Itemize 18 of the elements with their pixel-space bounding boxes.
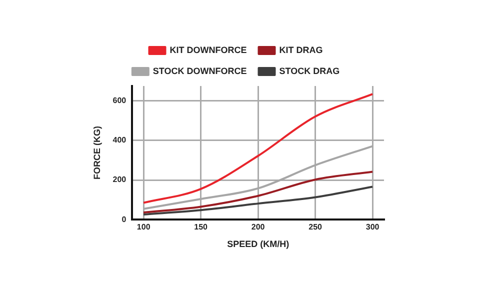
y-tick-label: 200 bbox=[112, 175, 127, 184]
y-tick-label: 400 bbox=[112, 136, 127, 145]
y-tick-label: 600 bbox=[112, 96, 127, 106]
legend-label: KIT DOWNFORCE bbox=[170, 44, 247, 55]
x-tick-label: 250 bbox=[308, 222, 323, 232]
y-tick-label: 0 bbox=[122, 214, 127, 224]
line-series bbox=[142, 186, 374, 216]
legend-label: STOCK DRAG bbox=[279, 66, 340, 76]
x-axis-title: SPEED (KM/H) bbox=[227, 239, 290, 250]
legend-label: STOCK DOWNFORCE bbox=[152, 66, 247, 76]
legend-label: KIT DRAG bbox=[279, 44, 323, 55]
x-tick-label: 300 bbox=[366, 222, 380, 232]
line-series bbox=[142, 170, 374, 214]
x-tick-label: 100 bbox=[136, 222, 151, 232]
line-series bbox=[142, 93, 374, 204]
x-tick-label: 150 bbox=[194, 222, 208, 232]
x-tick-label: 200 bbox=[251, 222, 266, 232]
y-axis-title: FORCE (KG) bbox=[92, 126, 102, 180]
